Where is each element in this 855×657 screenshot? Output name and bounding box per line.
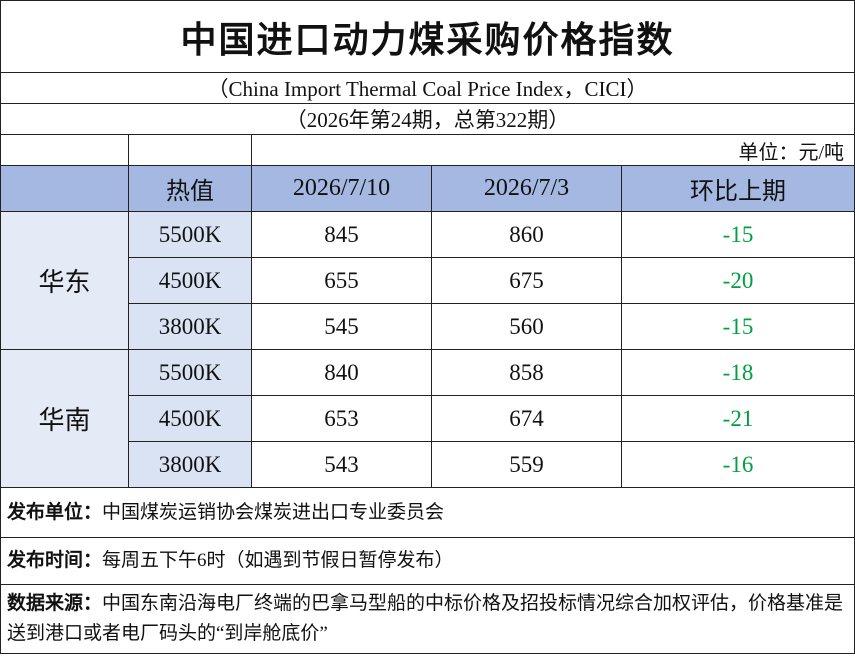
note-label: 发布单位： [7, 501, 103, 523]
price: 860 [431, 211, 622, 258]
note: 发布时间：每周五下午6时（如遇到节假日暂停发布） [0, 537, 855, 585]
heat-value: 4500K [128, 395, 252, 442]
change: -18 [620, 349, 855, 396]
table-body: 热值 2026/7/10 2026/7/3 环比上期 华东 5500K 845 860 -15 4… [0, 165, 855, 654]
unit: 单位：元/吨 [250, 134, 855, 166]
note: 数据来源：中国东南沿海电厂终端的巴拿马型船的中标价格及招投标情况综合加权评估，价… [0, 584, 855, 654]
note-label: 数据来源： [7, 593, 103, 614]
region: 华东 [0, 211, 129, 350]
price: 845 [251, 211, 432, 258]
note: 发布单位：中国煤炭运销协会煤炭进出口专业委员会 [0, 487, 855, 538]
price: 675 [431, 257, 622, 304]
price: 840 [251, 349, 432, 396]
data-row: 3800K 543 559 -16 [1, 441, 855, 488]
data-row: 4500K 653 674 -21 [1, 395, 855, 442]
note-text: 中国煤炭运销协会煤炭进出口专业委员会 [102, 501, 445, 523]
header-row: 热值 2026/7/10 2026/7/3 环比上期 [0, 165, 855, 212]
price: 653 [251, 395, 432, 442]
header-cell: 2026/7/10 [251, 165, 432, 212]
note-row: 数据来源：中国东南沿海电厂终端的巴拿马型船的中标价格及招投标情况综合加权评估，价… [0, 584, 855, 654]
note-text: 中国东南沿海电厂终端的巴拿马型船的中标价格及招投标情况综合加权评估，价格基准是送… [7, 593, 844, 644]
note-row: 发布单位：中国煤炭运销协会煤炭进出口专业委员会 [0, 487, 855, 538]
change: -15 [620, 211, 855, 258]
data-row: 华南 5500K 840 858 -18 [0, 349, 855, 488]
header-cell: 环比上期 [620, 165, 855, 212]
heat-value: 5500K [128, 349, 252, 396]
price: 655 [251, 257, 432, 304]
title: 中国进口动力煤采购价格指数 [0, 0, 855, 73]
price: 858 [431, 349, 622, 396]
header-cell: 热值 [128, 165, 252, 212]
note-text: 每周五下午6时（如遇到节假日暂停发布） [102, 550, 454, 571]
data-row: 华东 5500K 845 860 -15 [0, 211, 855, 350]
price: 543 [251, 441, 432, 488]
change: -16 [620, 441, 855, 488]
issue: （2026年第24期，总第322期） [0, 103, 855, 135]
heat-value: 4500K [128, 257, 252, 304]
heat-value: 3800K [128, 441, 252, 488]
price: 560 [431, 303, 622, 350]
change: -20 [620, 257, 855, 304]
heat-value: 3800K [128, 303, 252, 350]
subtitle: （China Import Thermal Coal Price Index，C… [0, 72, 855, 104]
note-row: 发布时间：每周五下午6时（如遇到节假日暂停发布） [0, 537, 855, 585]
price: 559 [431, 441, 622, 488]
header-cell [0, 165, 129, 212]
change: -21 [620, 395, 855, 442]
note-label: 发布时间： [7, 550, 103, 571]
price: 545 [251, 303, 432, 350]
price: 674 [431, 395, 622, 442]
heat-value: 5500K [128, 211, 252, 258]
data-row: 3800K 545 560 -15 [1, 303, 855, 350]
data-row: 4500K 655 675 -20 [1, 257, 855, 304]
region: 华南 [0, 349, 129, 488]
change: -15 [620, 303, 855, 350]
header-cell: 2026/7/3 [431, 165, 622, 212]
